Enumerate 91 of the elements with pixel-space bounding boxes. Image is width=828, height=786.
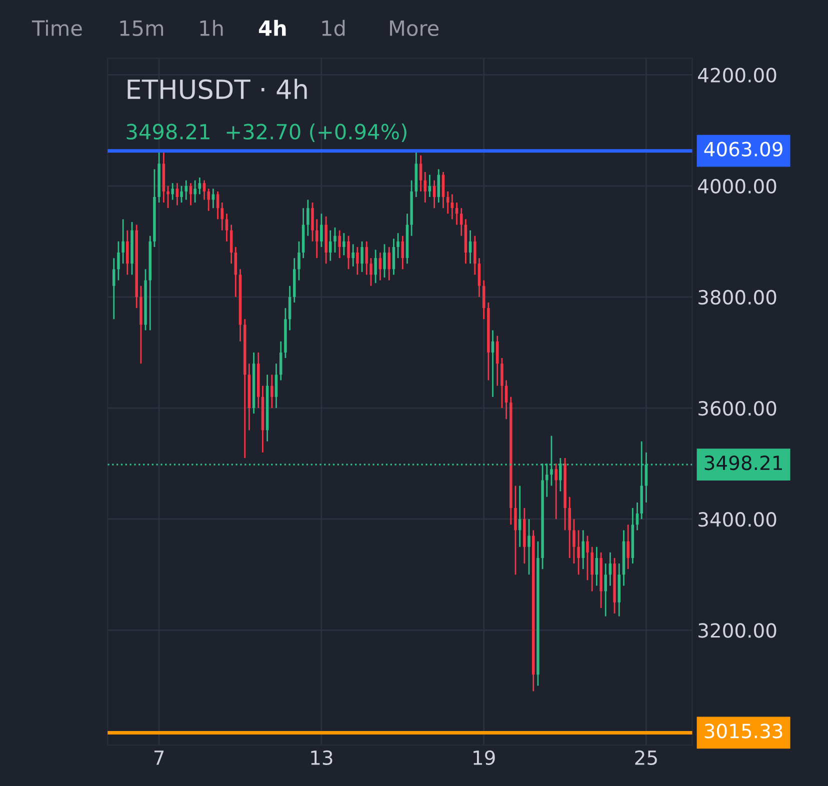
text: 4h: [258, 20, 286, 36]
text: ETHUSDT · 4h: [128, 78, 307, 100]
ref-line-label: 3498.21: [704, 455, 782, 470]
candlestick: [220, 202, 224, 232]
y-tick-label: 3600.00: [698, 400, 776, 416]
candlestick: [270, 374, 274, 409]
candlestick: [455, 202, 458, 226]
candlestick: [482, 280, 486, 320]
candlestick: [279, 340, 282, 381]
candlestick: [126, 230, 129, 276]
candlestick: [311, 202, 314, 242]
candlestick: [338, 230, 341, 259]
candlestick: [460, 207, 463, 237]
candlestick: [122, 218, 124, 264]
candlestick: [356, 246, 359, 276]
candlestick: [117, 240, 120, 281]
candlestick: [528, 518, 530, 576]
y-tick-label: 3200.00: [698, 623, 776, 638]
candlestick: [396, 232, 400, 259]
candlestick: [446, 190, 450, 214]
candlestick: [401, 235, 404, 270]
candlestick: [428, 174, 432, 198]
candlestick: [370, 257, 372, 287]
candlestick: [360, 240, 364, 273]
candlestick: [568, 496, 571, 559]
candlestick: [212, 188, 215, 209]
candlestick: [320, 212, 323, 248]
candlestick: [166, 185, 170, 209]
ref-line-label: 3015.33: [704, 724, 782, 738]
candlestick: [577, 530, 580, 576]
candlestick: [626, 524, 630, 570]
candlestick: [194, 180, 196, 204]
candlestick: [225, 212, 228, 242]
candlestick: [171, 182, 174, 200]
text: 3498.21 +32.70 (+0.94%): [126, 123, 406, 142]
candlestick: [298, 240, 300, 281]
candlestick: [604, 562, 607, 617]
candlestick: [383, 244, 386, 278]
x-tick-label: 7: [154, 750, 164, 765]
text: Time: [32, 20, 82, 36]
x-tick-label: 13: [311, 750, 332, 766]
text: More: [390, 20, 439, 36]
candlestick: [419, 154, 422, 192]
candlestick: [392, 238, 396, 276]
y-tick-label: 3400.00: [698, 512, 776, 527]
candlestick: [180, 185, 183, 204]
candlestick: [514, 485, 517, 576]
candlestick: [184, 180, 188, 200]
x-tick-label: 19: [474, 750, 495, 766]
candlestick: [365, 240, 368, 276]
candlestick: [334, 226, 336, 254]
text: 15m: [120, 20, 164, 36]
candlestick: [288, 285, 292, 331]
candlestick: [450, 194, 454, 220]
candlestick: [496, 335, 499, 387]
candlestick: [352, 244, 354, 268]
candlestick: [504, 380, 508, 420]
candlestick: [500, 357, 504, 409]
candlestick: [328, 230, 332, 262]
candlestick: [274, 362, 278, 409]
candlestick: [554, 462, 558, 520]
candlestick: [234, 246, 238, 298]
candlestick: [176, 182, 179, 206]
candlestick: [230, 224, 233, 264]
candlestick: [342, 232, 346, 256]
candlestick: [474, 235, 476, 276]
candlestick: [442, 171, 445, 209]
ref-line-label: 4063.09: [704, 142, 782, 156]
candlestick: [586, 535, 589, 581]
x-tick-label: 25: [635, 750, 657, 766]
candlestick: [437, 168, 440, 204]
candlestick: [424, 171, 426, 204]
candlestick: [207, 188, 210, 212]
text: 1h: [200, 20, 223, 36]
candlestick: [590, 546, 594, 592]
candlestick: [306, 199, 310, 237]
y-tick-label: 4200.00: [698, 68, 776, 82]
candlestick: [347, 235, 350, 270]
candlestick: [216, 190, 220, 220]
y-tick-label: 3800.00: [698, 290, 776, 305]
candlestick: [582, 530, 585, 570]
candlestick: [198, 176, 202, 195]
candlestick: [374, 249, 377, 284]
candlestick: [112, 257, 116, 320]
candlestick: [202, 180, 206, 200]
candlestick: [595, 546, 598, 586]
candlestick: [388, 246, 390, 281]
y-tick-label: 4000.00: [698, 178, 776, 194]
text: 1d: [322, 20, 345, 36]
candlestick: [572, 518, 576, 564]
candlestick: [478, 257, 481, 298]
